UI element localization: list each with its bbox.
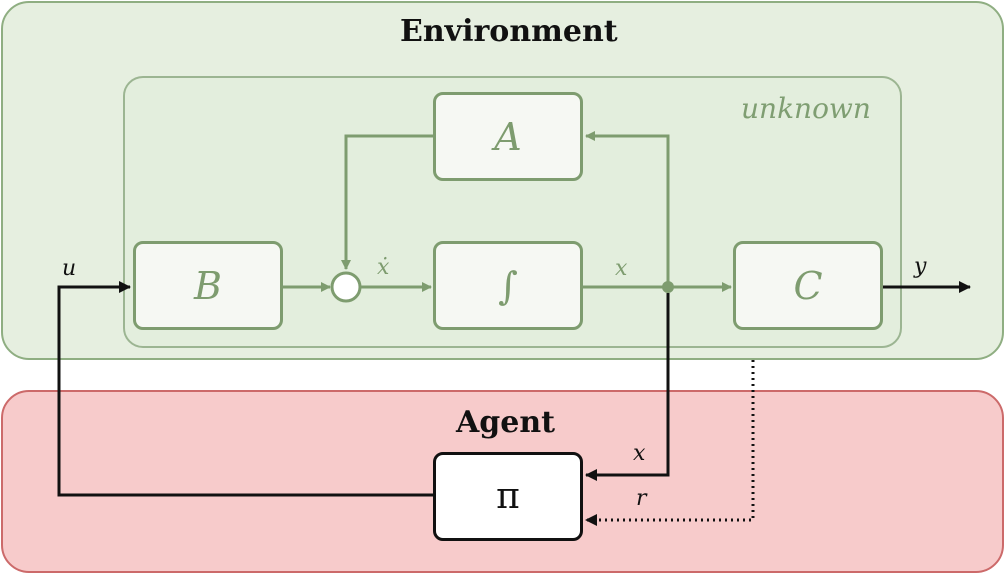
policy-block: π <box>433 452 583 541</box>
signal-label-u: u <box>62 256 77 281</box>
wire-x-to-a <box>585 131 670 287</box>
integrator-block: ∫ <box>433 241 583 330</box>
environment-title: Environment <box>400 14 618 49</box>
wire-a-to-sum <box>341 134 433 270</box>
signal-label-r: r <box>636 486 647 511</box>
wire-policy-to-b <box>57 281 433 497</box>
wire-reward-to-policy <box>585 360 755 526</box>
signal-label-y: y <box>914 254 927 279</box>
signal-label-x-feedback: x <box>633 441 646 466</box>
agent-title: Agent <box>456 405 556 440</box>
signal-label-x-dot: ẋ <box>377 255 390 280</box>
block-a: A <box>433 92 583 181</box>
unknown-label: unknown <box>741 92 871 125</box>
block-c: C <box>733 241 883 330</box>
block-b: B <box>133 241 283 330</box>
summing-junction <box>330 271 362 303</box>
wire-x-to-policy <box>585 293 670 481</box>
signal-label-x: x <box>615 256 628 281</box>
branch-point <box>662 281 674 293</box>
